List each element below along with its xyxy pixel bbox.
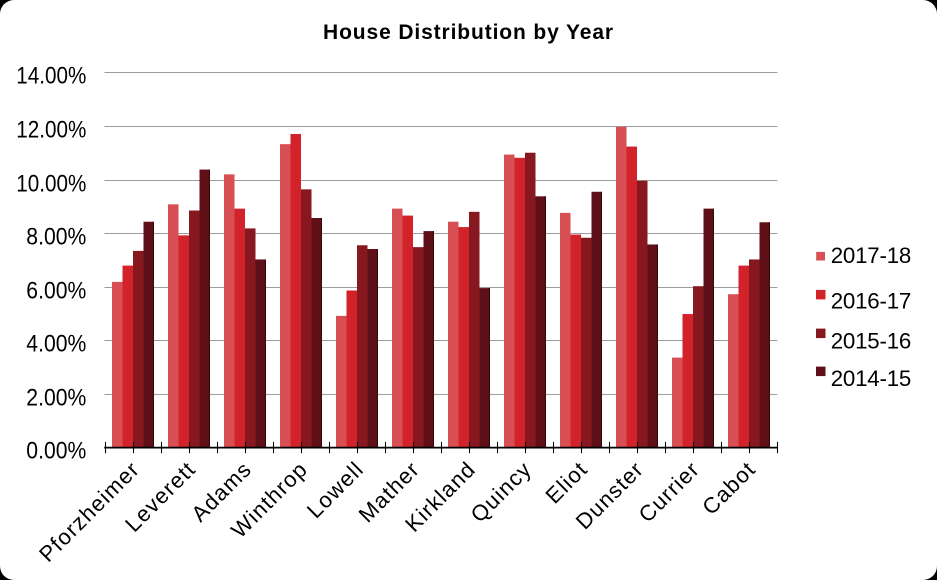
svg-text:2.00%: 2.00% xyxy=(26,384,86,411)
svg-text:House Distribution by Year: House Distribution by Year xyxy=(323,21,614,44)
svg-text:8.00%: 8.00% xyxy=(26,223,86,250)
svg-text:10.00%: 10.00% xyxy=(16,170,86,197)
svg-text:0.00%: 0.00% xyxy=(26,437,86,464)
svg-text:12.00%: 12.00% xyxy=(16,116,86,143)
svg-text:14.00%: 14.00% xyxy=(16,62,86,89)
svg-text:6.00%: 6.00% xyxy=(26,277,86,304)
svg-text:2015-16: 2015-16 xyxy=(831,328,911,353)
svg-text:2016-17: 2016-17 xyxy=(831,288,911,313)
svg-text:4.00%: 4.00% xyxy=(26,330,86,357)
svg-text:2017-18: 2017-18 xyxy=(831,243,911,268)
svg-text:2014-15: 2014-15 xyxy=(831,366,911,391)
